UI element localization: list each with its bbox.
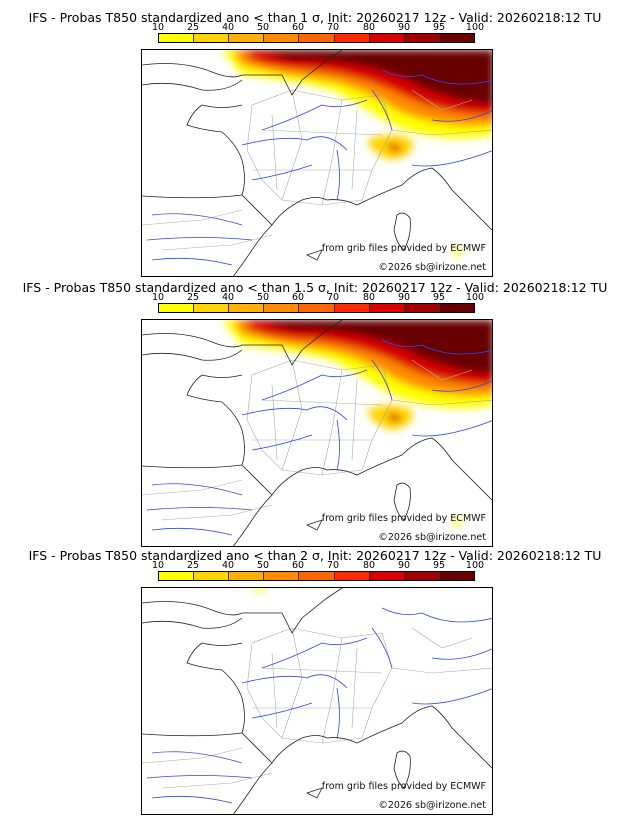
colorbar-segment [299, 572, 335, 580]
colorbar-segment [439, 304, 474, 312]
colorbar-segment [159, 304, 195, 312]
colorbar-segment [229, 34, 265, 42]
map-panel-3: IFS - Probas T850 standardized ano < tha… [0, 538, 630, 815]
colorbar-tick-label: 100 [465, 22, 485, 33]
colorbar-segment [264, 304, 300, 312]
colorbar-tick-label: 70 [326, 22, 340, 33]
coastlines [142, 588, 492, 814]
colorbar-segment [334, 34, 370, 42]
colorbar-tick-label: 50 [256, 560, 270, 571]
colorbar-tick-label: 60 [291, 292, 305, 303]
colorbar-segment [404, 34, 440, 42]
coastlines [142, 50, 492, 276]
copyright-credit: ©2026 sb@irizone.net [378, 262, 486, 273]
colorbar-tick-label: 50 [256, 292, 270, 303]
probability-contour [252, 588, 267, 594]
map-area[interactable]: from grib files provided by ECMWF ©2026 … [141, 49, 493, 277]
colorbar-segment [439, 572, 474, 580]
colorbar-segment [369, 34, 405, 42]
colorbar-segment [404, 572, 440, 580]
copyright-credit: ©2026 sb@irizone.net [378, 800, 486, 811]
colorbar-tick-label: 80 [362, 292, 376, 303]
colorbar-tick-label: 95 [432, 22, 446, 33]
colorbar-tick-label: 40 [221, 292, 235, 303]
colorbar-tick-label: 100 [465, 560, 485, 571]
colorbar-segment [299, 304, 335, 312]
panel-title: IFS - Probas T850 standardized ano < tha… [28, 548, 602, 563]
colorbar-segment [229, 572, 265, 580]
source-credit: from grib files provided by ECMWF [321, 781, 486, 792]
map-panel-2: IFS - Probas T850 standardized ano < tha… [0, 270, 630, 547]
colorbar-tick-label: 25 [186, 292, 200, 303]
colorbar-tick-label: 60 [291, 560, 305, 571]
colorbar-tick-label: 25 [186, 560, 200, 571]
colorbar-tick-label: 50 [256, 22, 270, 33]
colorbar-segment [334, 304, 370, 312]
panel-title: IFS - Probas T850 standardized ano < tha… [28, 10, 602, 25]
probability-field [222, 320, 492, 526]
rivers [146, 339, 492, 536]
colorbar-segment [439, 34, 474, 42]
colorbar-segment [334, 572, 370, 580]
source-credit: from grib files provided by ECMWF [321, 243, 486, 254]
colorbar-segment [369, 304, 405, 312]
colorbar-segment [229, 304, 265, 312]
probability-contour [257, 320, 492, 375]
colorbar-tick-label: 95 [432, 292, 446, 303]
probability-field [222, 50, 492, 256]
probability-contour [387, 143, 402, 152]
rivers [146, 69, 492, 266]
map-area[interactable]: from grib files provided by ECMWF ©2026 … [141, 319, 493, 547]
map-canvas [142, 50, 492, 276]
panel-title: IFS - Probas T850 standardized ano < tha… [22, 280, 608, 295]
colorbar-tick-label: 90 [397, 22, 411, 33]
colorbar-tick-label: 10 [151, 560, 165, 571]
colorbar-segment [264, 34, 300, 42]
colorbar-tick-label: 40 [221, 560, 235, 571]
colorbar-tick-label: 40 [221, 22, 235, 33]
colorbar-segment [194, 572, 230, 580]
admin-borders [142, 89, 492, 251]
probability-contour [257, 50, 492, 105]
colorbar-segment [159, 34, 195, 42]
colorbar-tick-label: 60 [291, 22, 305, 33]
colorbar-segment [264, 572, 300, 580]
colorbar-segment [194, 304, 230, 312]
colorbar-tick-label: 90 [397, 560, 411, 571]
map-panel-1: IFS - Probas T850 standardized ano < tha… [0, 0, 630, 277]
colorbar-tick-label: 95 [432, 560, 446, 571]
source-credit: from grib files provided by ECMWF [321, 513, 486, 524]
colorbar-tick-label: 80 [362, 560, 376, 571]
colorbar-segment [159, 572, 195, 580]
colorbar-tick-label: 100 [465, 292, 485, 303]
colorbar-tick-label: 70 [326, 292, 340, 303]
colorbar [158, 33, 475, 43]
map-area[interactable]: from grib files provided by ECMWF ©2026 … [141, 587, 493, 815]
coastlines [142, 320, 492, 546]
colorbar-tick-label: 80 [362, 22, 376, 33]
colorbar-tick-label: 10 [151, 292, 165, 303]
probability-contour [452, 248, 462, 256]
colorbar-tick-label: 25 [186, 22, 200, 33]
colorbar-tick-label: 70 [326, 560, 340, 571]
probability-contour [387, 413, 402, 422]
colorbar [158, 571, 475, 581]
colorbar-tick-label: 90 [397, 292, 411, 303]
admin-borders [142, 359, 492, 521]
map-canvas [142, 320, 492, 546]
map-canvas [142, 588, 492, 814]
colorbar-segment [194, 34, 230, 42]
admin-borders [142, 627, 492, 789]
probability-field [252, 588, 267, 594]
colorbar-segment [369, 572, 405, 580]
colorbar-segment [299, 34, 335, 42]
colorbar [158, 303, 475, 313]
copyright-credit: ©2026 sb@irizone.net [378, 532, 486, 543]
colorbar-tick-label: 10 [151, 22, 165, 33]
rivers [146, 607, 492, 804]
probability-contour [452, 518, 462, 526]
colorbar-segment [404, 304, 440, 312]
